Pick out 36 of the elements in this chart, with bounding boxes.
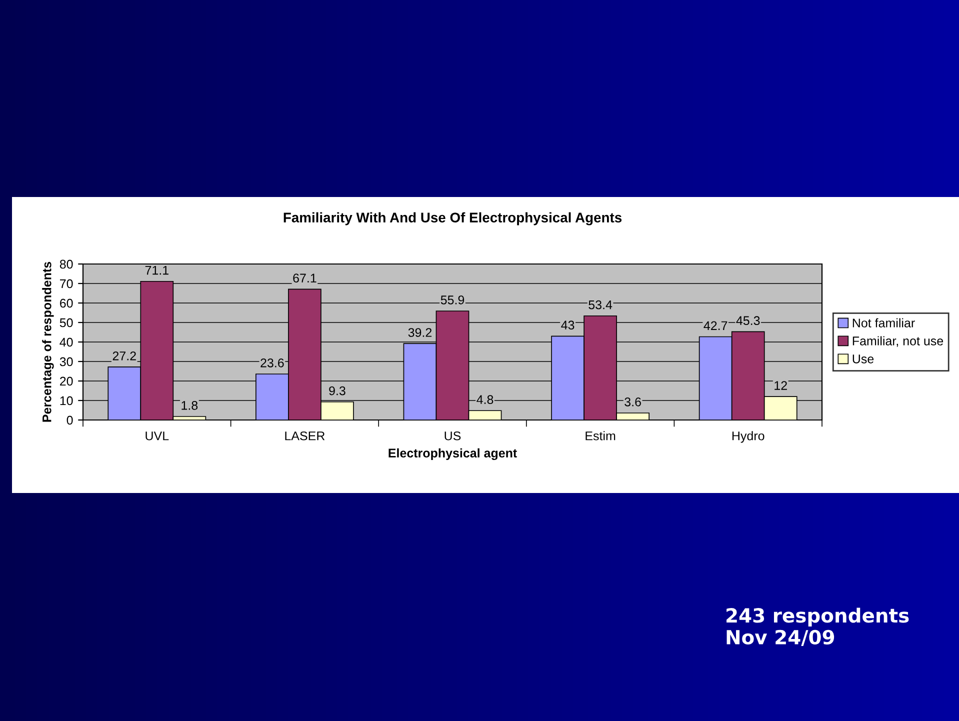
- data-label: 9.3: [329, 386, 346, 396]
- y-tick-label: 30: [60, 357, 73, 366]
- data-label: 23.6: [260, 358, 284, 368]
- data-label: 3.6: [624, 397, 641, 406]
- data-label: 71.1: [145, 266, 168, 275]
- text: 243 respondents Nov 24/09: [726, 608, 909, 646]
- data-label: 12: [774, 381, 787, 390]
- data-label: 43: [561, 320, 574, 330]
- x-tick-label: Estim: [586, 431, 616, 440]
- x-axis-title: Electrophysical agent: [388, 448, 517, 460]
- data-label: 53.4: [588, 300, 612, 310]
- data-label: 1.8: [182, 401, 198, 410]
- data-label: 67.1: [293, 274, 316, 283]
- y-tick-label: 0: [66, 416, 73, 425]
- x-tick-label: UVL: [146, 432, 169, 440]
- y-tick-label: 10: [60, 396, 73, 406]
- data-label: 45.3: [736, 316, 760, 326]
- x-tick-label: US: [444, 431, 461, 440]
- legend-label: Use: [852, 354, 874, 364]
- legend-label: Familiar, not use: [852, 336, 944, 347]
- y-tick-label: 40: [60, 338, 73, 347]
- data-label: 39.2: [408, 328, 432, 337]
- x-tick-label: Hydro: [732, 431, 764, 443]
- y-tick-label: 60: [60, 298, 73, 308]
- y-axis-title: Percentage of respondents: [42, 262, 54, 422]
- y-tick-label: 70: [60, 279, 73, 288]
- data-label: 42.7: [704, 321, 728, 330]
- data-label: 4.8: [476, 395, 494, 404]
- data-label: 27.2: [112, 351, 136, 360]
- y-tick-label: 80: [60, 260, 73, 269]
- x-tick-label: LASER: [285, 431, 325, 440]
- legend-label: Not familiar: [852, 318, 915, 328]
- chart-title: Familiarity With And Use Of Electrophysical Agents: [284, 212, 622, 226]
- y-tick-label: 50: [60, 318, 73, 328]
- y-tick-label: 20: [60, 376, 73, 386]
- data-label: 55.9: [440, 296, 464, 304]
